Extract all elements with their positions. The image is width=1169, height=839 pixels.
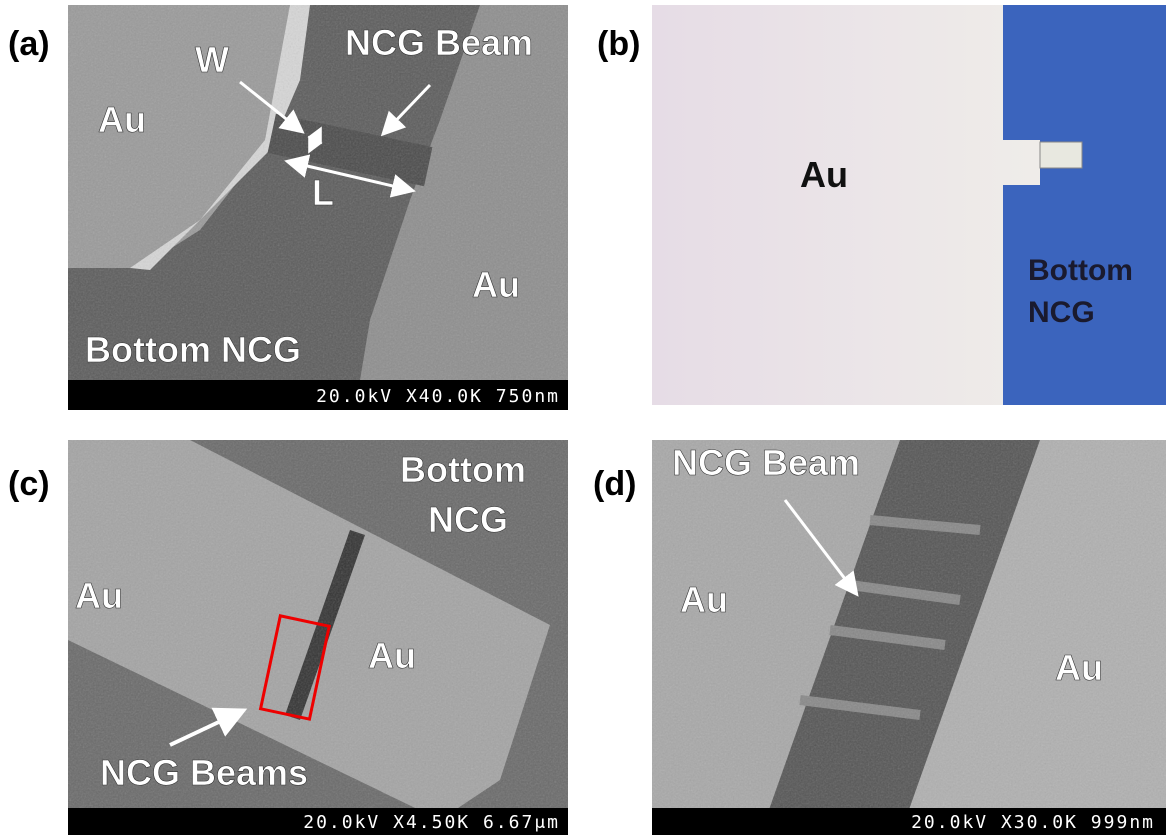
annotation: Au bbox=[98, 99, 146, 140]
scale-bar-text: 20.0kV X30.0K 999nm bbox=[911, 812, 1155, 833]
annotation: Au bbox=[368, 635, 416, 676]
annotation: Au bbox=[472, 264, 520, 305]
panel-label: (c) bbox=[8, 465, 50, 503]
panel-label: (d) bbox=[593, 465, 636, 503]
annotation: Au bbox=[800, 154, 848, 195]
beam bbox=[1040, 142, 1082, 168]
texture bbox=[652, 440, 1166, 835]
panel-b: (b) Au Bottom NCG bbox=[597, 5, 1166, 405]
annotation: W bbox=[195, 39, 229, 80]
panel-c: 20.0kV X4.50K 6.67μm (c) Bottom NCG Au A… bbox=[8, 440, 568, 835]
panel-label: (b) bbox=[597, 25, 640, 63]
annotation: Au bbox=[680, 579, 728, 620]
annotation: Bottom bbox=[1028, 254, 1133, 287]
annotation: L bbox=[312, 172, 334, 213]
annotation: NCG Beam bbox=[345, 22, 533, 63]
bottom-ncg-region bbox=[1003, 5, 1166, 405]
annotation: Bottom NCG bbox=[85, 329, 301, 370]
annotation: NCG bbox=[1028, 296, 1095, 329]
annotation: NCG Beams bbox=[100, 752, 308, 793]
panel-a: 20.0kV X40.0K 750nm (a) W NCG Beam Au L … bbox=[8, 5, 568, 410]
annotation: Bottom bbox=[400, 449, 526, 490]
panel-label: (a) bbox=[8, 25, 50, 63]
annotation: Au bbox=[75, 575, 123, 616]
scale-bar-text: 20.0kV X4.50K 6.67μm bbox=[303, 812, 560, 833]
annotation: Au bbox=[1055, 647, 1103, 688]
annotation: NCG Beam bbox=[672, 442, 860, 483]
figure: 20.0kV X40.0K 750nm (a) W NCG Beam Au L … bbox=[0, 0, 1169, 839]
scale-bar-text: 20.0kV X40.0K 750nm bbox=[316, 386, 560, 407]
annotation: NCG bbox=[428, 499, 508, 540]
panel-d: 20.0kV X30.0K 999nm (d) NCG Beam Au Au bbox=[593, 440, 1166, 835]
